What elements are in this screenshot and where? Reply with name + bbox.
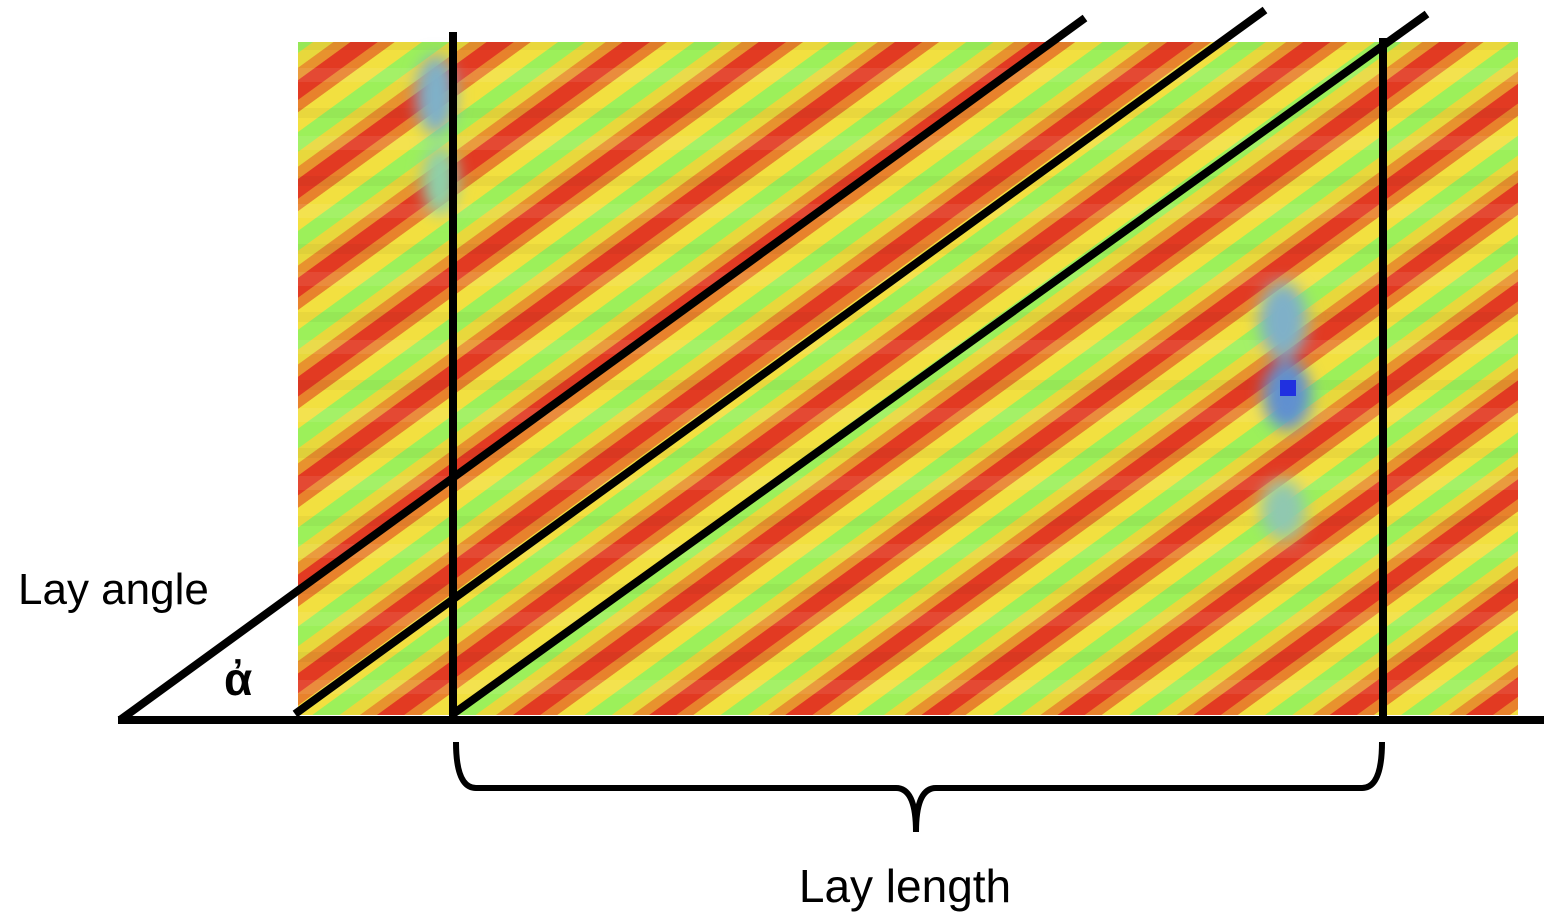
blob [416,55,456,135]
angle-symbol: ἀ [224,653,252,705]
construction-lines [117,6,1544,724]
blob [1259,282,1307,358]
length-brace [453,741,1385,833]
blob-core [1280,380,1296,396]
lay-line [117,14,1088,724]
lay-line [292,6,1268,718]
heatmap-bands [298,42,1518,715]
blob [1261,480,1305,540]
heatmap [298,42,1518,715]
lay-angle-label: Lay angle [18,565,209,614]
lay-line [450,10,1430,718]
lay-length-label: Lay length [799,860,1011,912]
